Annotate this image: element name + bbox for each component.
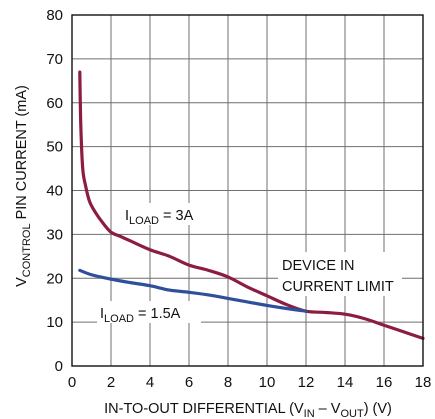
annotation-line-2: CURRENT LIMIT [282,279,394,295]
y-axis-title: VCONTROL PIN CURRENT (mA) [14,85,33,287]
y-tick-label: 80 [46,7,63,24]
plot-frame [71,14,424,367]
y-tick-label: 40 [46,183,63,200]
series-label-15a: ILOAD = 1.5A [100,306,181,325]
y-tick-label: 10 [46,314,63,331]
x-tick-label: 18 [415,374,432,391]
x-tick-label: 8 [224,374,232,391]
y-tick-label: 30 [46,226,63,243]
annotation-background [278,252,402,296]
x-tick-label: 0 [68,374,76,391]
x-tick-label: 2 [107,374,115,391]
tick-labels: 0 2 4 6 8 10 12 14 16 18 0 10 20 30 40 50 60 70 80 [46,7,431,391]
y-tick-label: 60 [46,95,63,112]
x-tick-label: 12 [298,374,315,391]
x-axis-title: IN-TO-OUT DIFFERENTIAL (VIN – VOUT) (V) [104,401,392,419]
x-tick-label: 6 [185,374,193,391]
series-label-3a: ILOAD = 3A [125,208,194,227]
x-tick-label: 16 [376,374,393,391]
y-tick-label: 20 [46,270,63,287]
x-tick-label: 4 [146,374,154,391]
series-line-3a [78,70,425,340]
y-tick-label: 70 [46,51,63,68]
label-3a-background [122,203,210,225]
gridlines [72,15,423,366]
annotation-line-1: DEVICE IN [282,258,355,274]
label-15a-background [97,301,201,323]
series-line-1-5a [78,268,308,313]
y-tick-label: 50 [46,139,63,156]
y-tick-label: 0 [55,358,63,375]
x-tick-label: 14 [337,374,354,391]
x-tick-label: 10 [259,374,276,391]
series-layer [78,70,425,340]
